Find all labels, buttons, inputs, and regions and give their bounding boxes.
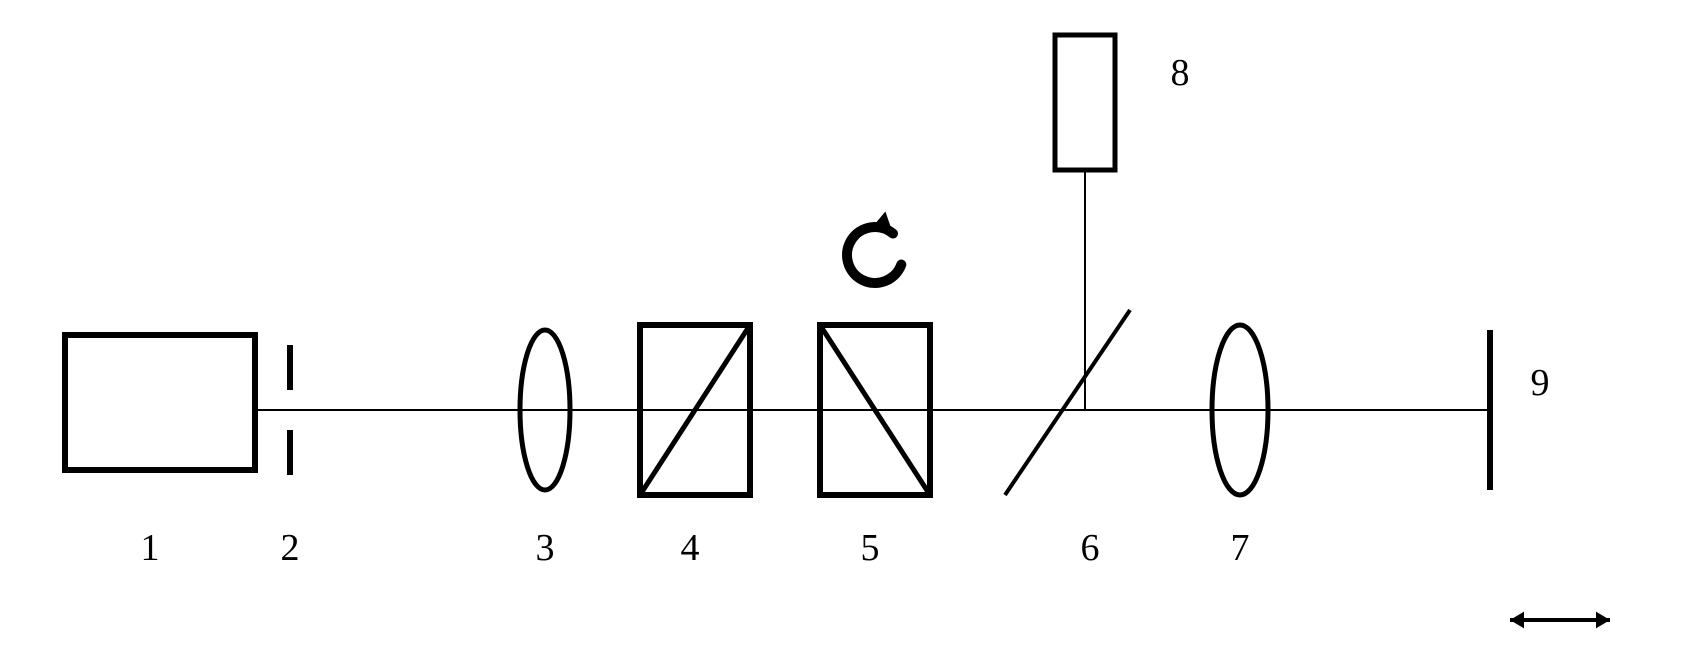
label-5: 5: [861, 527, 880, 569]
translation-arrow-icon: [1510, 612, 1610, 629]
label-9: 9: [1531, 362, 1550, 404]
component-8-detector: [1055, 35, 1115, 170]
component-1-source: [65, 335, 255, 470]
rotation-arrow-icon: [847, 212, 901, 283]
label-8: 8: [1171, 52, 1190, 94]
label-6: 6: [1081, 527, 1100, 569]
label-4: 4: [681, 527, 700, 569]
label-2: 2: [281, 527, 300, 569]
label-3: 3: [536, 527, 555, 569]
component-6-beamsplitter: [1005, 310, 1130, 495]
label-1: 1: [141, 527, 160, 569]
label-7: 7: [1231, 527, 1250, 569]
